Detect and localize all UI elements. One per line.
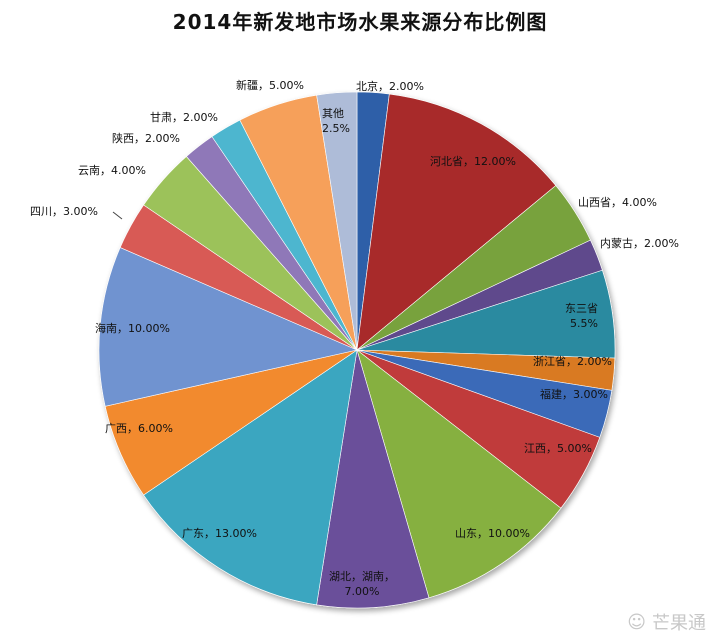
slice-label: 湖北，湖南， 7.00% — [329, 570, 395, 598]
slice-label: 陕西，2.00% — [112, 131, 180, 145]
pie-slices — [98, 91, 616, 609]
pie-slice — [316, 349, 430, 609]
slice-label: 内蒙古，2.00% — [600, 236, 679, 250]
slice-label: 福建，3.00% — [540, 387, 608, 401]
slice-label: 四川，3.00% — [30, 205, 98, 218]
slice-label: 广东，13.00% — [182, 527, 257, 540]
slice-label: 云南，4.00% — [78, 164, 146, 177]
watermark-text: 芒果通 — [652, 613, 706, 634]
slice-label: 浙江省，2.00% — [533, 355, 612, 368]
pie-slice — [316, 91, 358, 351]
wechat-icon: ☺ — [627, 611, 646, 633]
slice-label: 海南，10.00% — [95, 321, 170, 335]
slice-label: 山西省，4.00% — [578, 196, 657, 209]
slice-label: 江西，5.00% — [524, 442, 592, 455]
pie-slice — [98, 247, 358, 407]
chart-title: 2014年新发地市场水果来源分布比例图 — [172, 10, 548, 34]
leader-lines — [112, 211, 123, 220]
slice-label: 新疆，5.00% — [236, 78, 304, 92]
slice-label: 甘肃，2.00% — [150, 111, 218, 124]
pie-slice — [356, 93, 557, 351]
slice-label: 山东，10.00% — [455, 527, 530, 540]
slice-label: 北京，2.00% — [356, 79, 424, 93]
slice-labels: 北京，2.00% 河北省，12.00% 山西省，4.00% 内蒙古，2.00% 东三省 5… — [30, 78, 679, 598]
pie-slice — [143, 349, 358, 606]
slice-label: 东三省 5.5% — [565, 302, 598, 330]
pie-slice — [356, 349, 562, 599]
slice-label: 河北省，12.00% — [430, 155, 516, 168]
leader-line — [112, 211, 123, 220]
watermark: ☺ 芒果通 — [627, 609, 706, 635]
slice-label: 其他 2.5% — [322, 107, 350, 135]
slice-label: 广西，6.00% — [105, 422, 173, 435]
